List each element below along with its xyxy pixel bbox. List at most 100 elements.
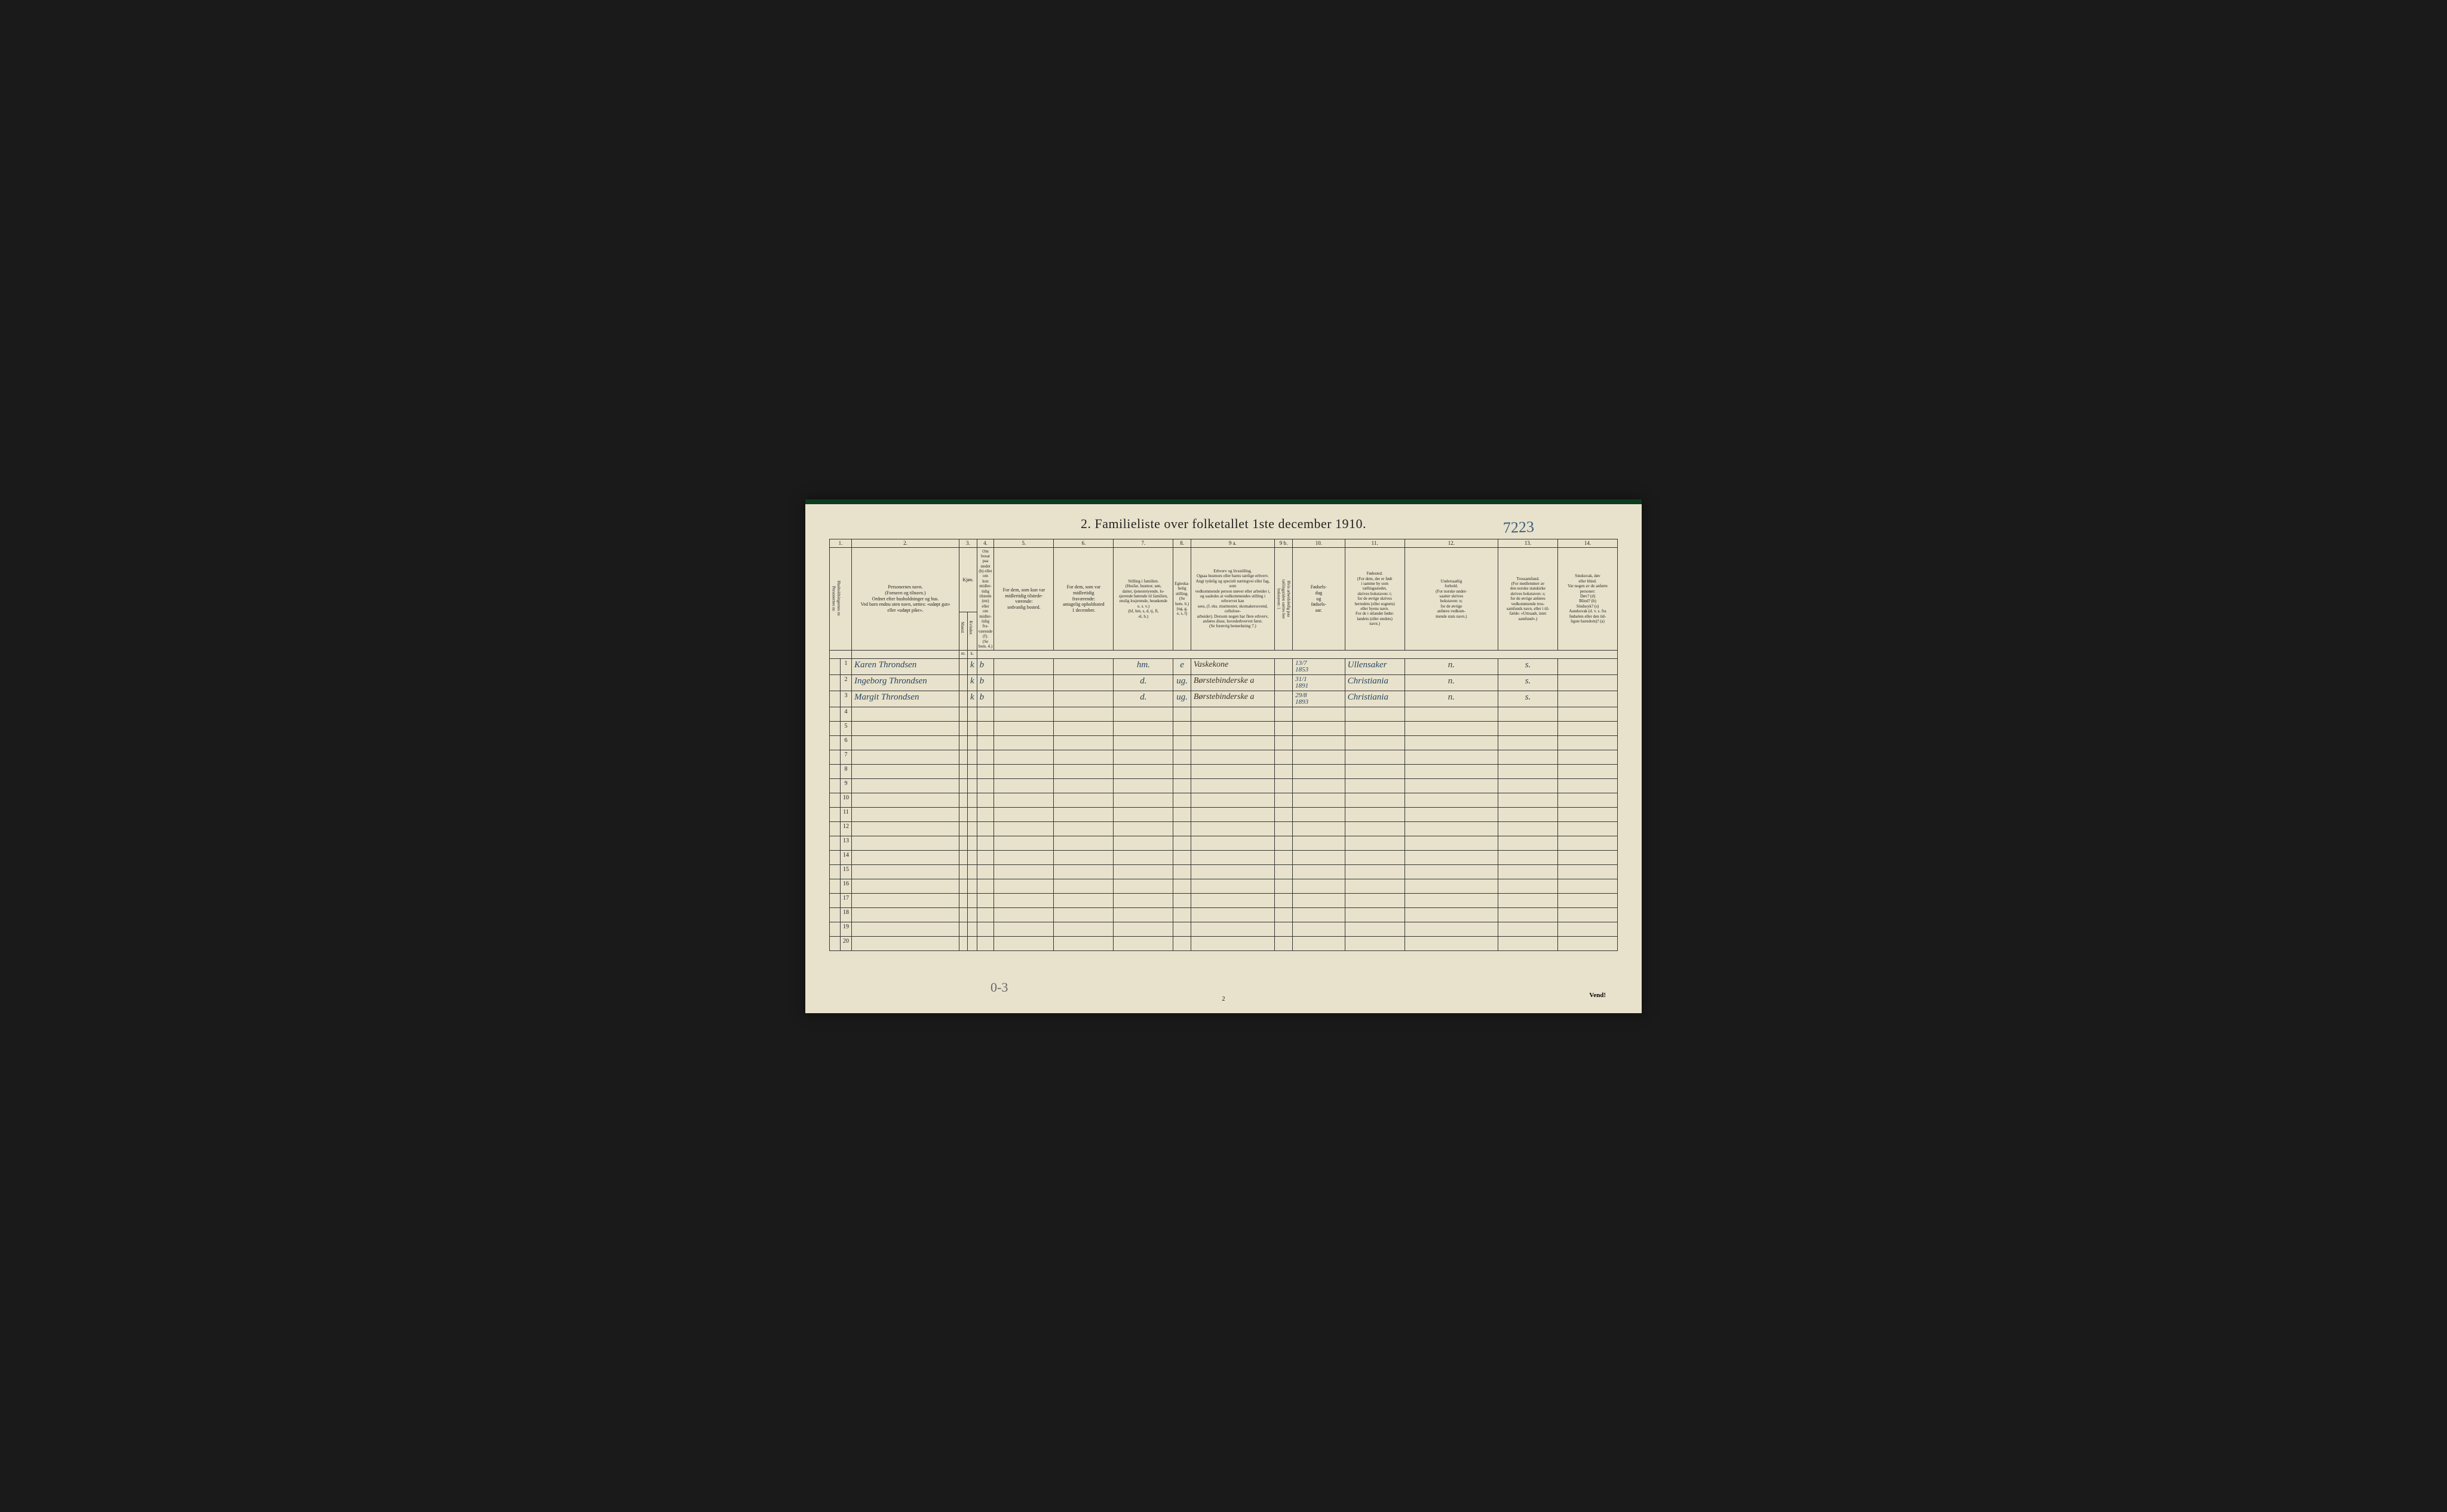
cell <box>1558 736 1618 750</box>
cell <box>1405 750 1498 765</box>
column-number-row: 1. 2. 3. 4. 5. 6. 7. 8. 9 a. 9 b. 10. 11… <box>830 539 1618 547</box>
hdr-4: Om bosat paa stedet (b) eller om kun mid… <box>977 547 994 651</box>
cell <box>1345 765 1405 779</box>
cell <box>1114 922 1173 937</box>
person-num: 14 <box>841 851 852 865</box>
household-num <box>830 808 841 822</box>
cell <box>968 707 977 722</box>
cell <box>1345 750 1405 765</box>
person-num: 7 <box>841 750 852 765</box>
colnum-14: 14. <box>1558 539 1618 547</box>
cell <box>1498 879 1558 894</box>
cell-m <box>959 659 968 675</box>
cell <box>1293 908 1345 922</box>
hdr-10: Fødsels- dag og fødsels- aar. <box>1293 547 1345 651</box>
cell <box>1114 908 1173 922</box>
hdr-3k: Kvinder. <box>968 612 977 651</box>
household-num <box>830 765 841 779</box>
cell <box>1345 736 1405 750</box>
cell <box>1293 879 1345 894</box>
cell <box>1293 808 1345 822</box>
cell <box>1293 722 1345 736</box>
cell <box>1173 779 1191 793</box>
cell <box>977 894 994 908</box>
cell <box>1558 808 1618 822</box>
colnum-5: 5. <box>994 539 1054 547</box>
cell-bosat: b <box>977 659 994 675</box>
cell <box>959 865 968 879</box>
cell <box>959 851 968 865</box>
cell <box>959 736 968 750</box>
cell <box>852 736 959 750</box>
household-num <box>830 836 841 851</box>
cell-fodested: Ullensaker <box>1345 659 1405 675</box>
hdr-6: For dem, som var midlertidig fraværende:… <box>1054 547 1114 651</box>
sub-m: m. <box>959 651 968 659</box>
cell <box>1191 908 1274 922</box>
cell <box>1345 836 1405 851</box>
cell <box>1558 879 1618 894</box>
cell <box>852 908 959 922</box>
cell <box>1558 836 1618 851</box>
census-page: 7223 2. Familieliste over folketallet 1s… <box>805 499 1642 1013</box>
cell <box>968 879 977 894</box>
cell <box>1405 908 1498 922</box>
cell <box>1405 793 1498 808</box>
cell <box>1405 879 1498 894</box>
cell <box>1191 736 1274 750</box>
cell <box>1405 779 1498 793</box>
cell <box>1114 722 1173 736</box>
cell <box>994 750 1054 765</box>
household-num <box>830 879 841 894</box>
cell <box>1114 736 1173 750</box>
cell <box>1558 937 1618 951</box>
cell <box>977 922 994 937</box>
person-num: 16 <box>841 879 852 894</box>
cell <box>1345 937 1405 951</box>
cell-tros: s. <box>1498 675 1558 691</box>
cell <box>1345 894 1405 908</box>
cell <box>1274 908 1292 922</box>
cell <box>1173 765 1191 779</box>
cell <box>1498 836 1558 851</box>
cell <box>1345 908 1405 922</box>
cell <box>1498 765 1558 779</box>
cell-erhverv: Børstebinderske a <box>1191 691 1274 707</box>
cell <box>852 793 959 808</box>
cell <box>994 922 1054 937</box>
cell <box>968 836 977 851</box>
household-num <box>830 851 841 865</box>
cell <box>1173 836 1191 851</box>
cell-name: Karen Throndsen <box>852 659 959 675</box>
cell-9b <box>1274 691 1292 707</box>
cell <box>852 922 959 937</box>
table-row-empty: 12 <box>830 822 1618 836</box>
cell-fodselsdato: 31/1 1891 <box>1293 675 1345 691</box>
table-row-empty: 7 <box>830 750 1618 765</box>
cell <box>959 937 968 951</box>
cell-k: k <box>968 691 977 707</box>
cell-6 <box>1054 659 1114 675</box>
cell <box>1191 894 1274 908</box>
cell <box>1054 808 1114 822</box>
cell <box>1405 865 1498 879</box>
blank <box>852 651 959 659</box>
cell <box>1274 750 1292 765</box>
cell <box>1498 808 1558 822</box>
cell <box>1173 707 1191 722</box>
cell <box>959 922 968 937</box>
cell <box>959 750 968 765</box>
table-row-empty: 5 <box>830 722 1618 736</box>
cell <box>1293 922 1345 937</box>
cell <box>1274 707 1292 722</box>
cell <box>1173 908 1191 922</box>
cell <box>1558 922 1618 937</box>
cell <box>968 894 977 908</box>
person-num: 6 <box>841 736 852 750</box>
cell-egteskab: e <box>1173 659 1191 675</box>
cell <box>1405 851 1498 865</box>
cell-undersaat: n. <box>1405 691 1498 707</box>
blank <box>830 651 852 659</box>
cell <box>1293 707 1345 722</box>
cell <box>852 722 959 736</box>
